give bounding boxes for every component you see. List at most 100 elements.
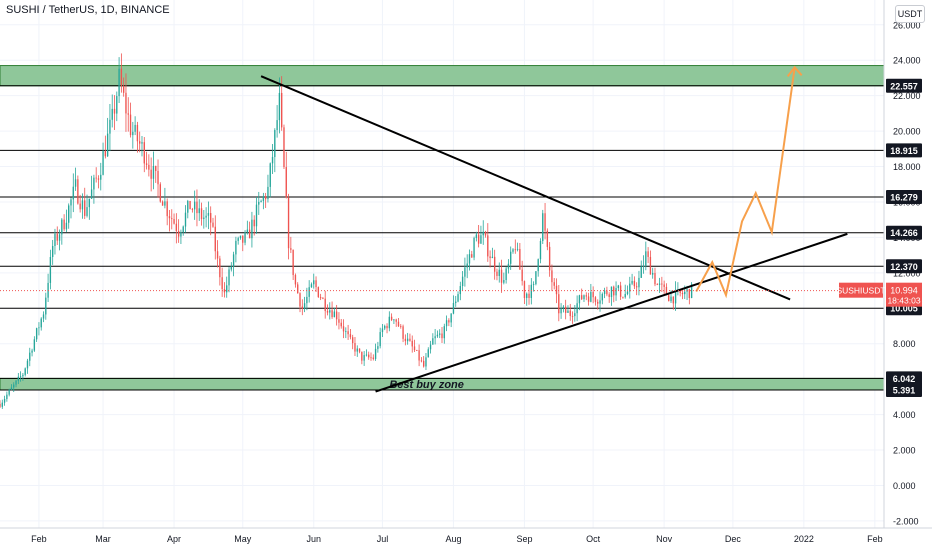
candle-body: [539, 241, 542, 260]
candle-body: [168, 216, 171, 219]
candle-body: [583, 295, 585, 300]
candle-body: [161, 201, 164, 206]
x-axis[interactable]: Feb Mar Apr May Jun Jul Aug Sep Oct Nov Dec 2022 Feb: [0, 527, 932, 544]
candle-body: [551, 270, 553, 283]
candle-body: [564, 306, 567, 313]
candle-body: [10, 387, 13, 390]
level-tag-label: 12.370: [890, 262, 918, 272]
candle-body: [230, 266, 232, 270]
candle-body: [379, 332, 381, 347]
candle-body: [576, 303, 578, 314]
trendline: [375, 232, 848, 393]
candle-body: [349, 334, 352, 338]
candle-body: [100, 174, 102, 180]
candle-body: [150, 169, 152, 179]
candle-body: [521, 269, 523, 282]
candle-body: [306, 296, 308, 304]
candle-body: [56, 233, 58, 241]
candle-body: [106, 133, 109, 157]
x-tick-label: Sep: [516, 534, 532, 544]
candle-body: [26, 360, 29, 369]
candle-body: [166, 201, 168, 217]
candle-body: [326, 311, 329, 313]
candle-body: [122, 85, 125, 93]
candle-body: [555, 285, 558, 295]
candle-body: [207, 213, 210, 216]
candle-body: [260, 200, 262, 202]
candle-body: [503, 280, 505, 283]
candle-body: [97, 178, 100, 180]
candle-body: [308, 287, 310, 297]
candle-body: [223, 289, 226, 293]
candle-body: [526, 293, 528, 298]
candle-body: [544, 213, 546, 231]
candle-body: [54, 233, 56, 247]
candle-body: [439, 333, 441, 335]
candle-body: [15, 380, 17, 385]
currency-button[interactable]: USDT: [895, 5, 925, 23]
candle-body: [40, 318, 42, 328]
candle-body: [397, 321, 400, 327]
y-tick-label: 24.000: [893, 56, 921, 66]
candle-body: [95, 177, 97, 179]
candle-body: [219, 258, 221, 278]
candle-body: [441, 333, 443, 339]
candle-body: [35, 328, 38, 340]
candle-body: [471, 254, 473, 258]
candle-body: [175, 223, 178, 231]
candle-body: [24, 368, 26, 375]
candle-body: [610, 286, 613, 298]
candle-body: [255, 204, 258, 227]
candle-body: [86, 207, 88, 216]
candle-body: [38, 327, 40, 329]
candle-body: [1, 402, 3, 407]
candle-body: [592, 291, 594, 298]
candle-body: [519, 248, 521, 270]
candle-body: [406, 338, 409, 342]
level-tag-label: 5.391: [893, 385, 916, 395]
candle-body: [553, 282, 555, 286]
candle-body: [411, 340, 413, 347]
candle-body: [88, 198, 91, 208]
candle-body: [617, 285, 620, 289]
candle-body: [45, 297, 47, 315]
projection[interactable]: [695, 65, 803, 299]
candle-body: [136, 124, 139, 142]
candle-body: [93, 177, 95, 190]
candle-body: [285, 167, 287, 198]
candle-body: [587, 296, 590, 302]
candle-body: [640, 266, 642, 278]
y-tick-label: 26.000: [893, 20, 921, 30]
candle-body: [658, 283, 661, 285]
candle-body: [232, 254, 235, 267]
candle-body: [496, 271, 498, 276]
price-tag-countdown: 18:43:03: [887, 296, 920, 306]
candle-body: [599, 300, 601, 304]
x-tick-label: Oct: [586, 534, 601, 544]
candle-body: [500, 269, 503, 283]
candle-body: [674, 289, 677, 304]
candle-body: [510, 251, 512, 264]
price-tags: 22.557 18.915 16.279 14.266 12.370 10.005 6.04…: [836, 78, 922, 397]
candle-body: [237, 238, 239, 241]
candle-body: [445, 320, 448, 327]
candle-body: [58, 234, 61, 241]
candle-body: [537, 259, 539, 272]
candle-body: [400, 326, 402, 328]
x-tick-label: Jun: [306, 534, 321, 544]
candle-body: [670, 296, 672, 302]
candle-body: [491, 256, 494, 259]
candle-body: [629, 283, 631, 292]
candle-body: [187, 200, 189, 213]
candle-body: [77, 179, 79, 204]
level-tag-box: [886, 78, 922, 93]
candle-body: [214, 226, 216, 252]
candle-body: [271, 157, 274, 164]
y-tick-label: 2.000: [893, 446, 916, 456]
candle-body: [239, 235, 242, 239]
candle-body: [132, 131, 134, 136]
candle-body: [635, 286, 638, 288]
y-tick-label: 18.000: [893, 162, 921, 172]
trendlines[interactable]: [260, 75, 848, 393]
